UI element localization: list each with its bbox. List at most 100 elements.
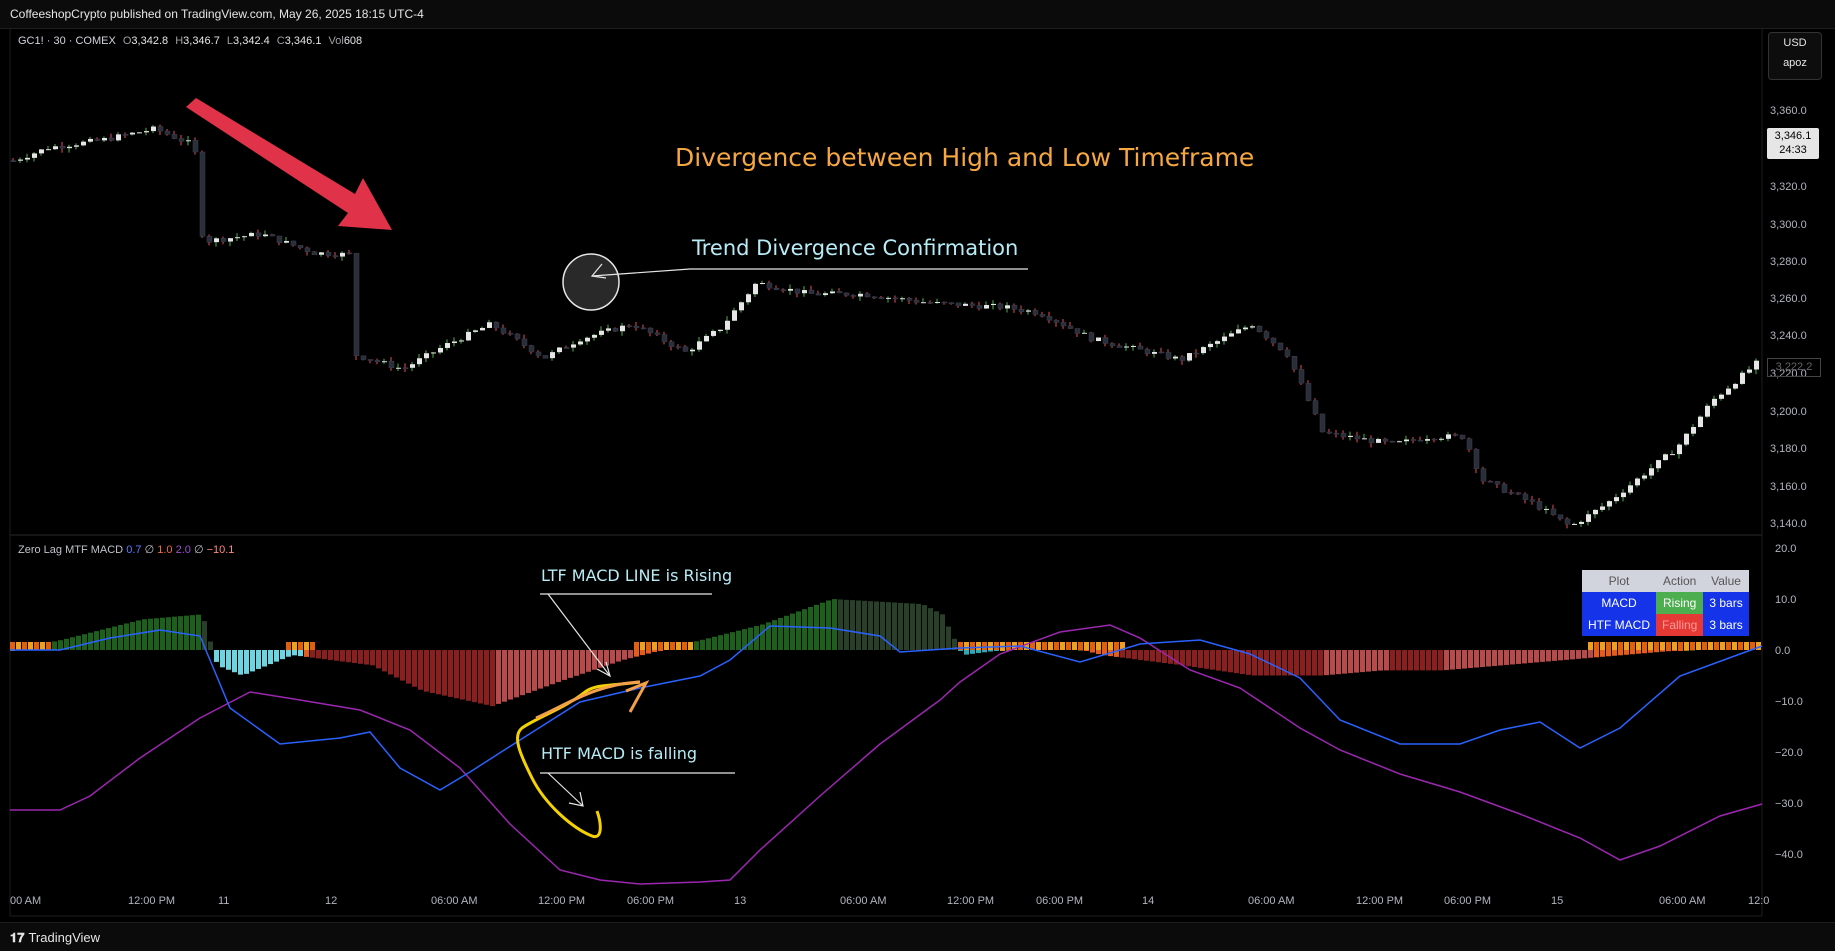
histogram-bar — [1534, 650, 1539, 663]
candle-body — [1529, 499, 1536, 502]
candle-body — [214, 238, 219, 243]
histogram-cap — [670, 642, 675, 650]
histogram-bar — [580, 650, 585, 674]
histogram-bar — [922, 605, 927, 650]
candle-body — [1158, 351, 1165, 354]
histogram-bar — [124, 623, 129, 650]
price-axis-label: 3,360.0 — [1770, 105, 1807, 117]
macd-axis: 20.0 10.0 0.0 −10.0 −20.0 −30.0 −40.0 — [1775, 543, 1803, 861]
histogram-bar — [1096, 650, 1101, 655]
candle-body — [466, 331, 471, 341]
htf-yellow-scribble — [516, 680, 641, 839]
candle-body — [1354, 435, 1361, 440]
candle-body — [1656, 460, 1661, 469]
histogram-cap — [1600, 642, 1605, 650]
histogram-bar — [1102, 650, 1107, 656]
histogram-bar — [1576, 650, 1581, 659]
candle-body — [1614, 497, 1619, 502]
candle-body — [1011, 305, 1018, 310]
histogram-cap — [46, 642, 51, 650]
indicator-legend[interactable]: Zero Lag MTF MACD 0.7 ∅ 1.0 2.0 ∅ −10.1 — [18, 543, 234, 556]
candle-body — [1754, 360, 1759, 370]
time-axis-label: 11 — [218, 895, 229, 907]
histogram-bar — [472, 650, 477, 703]
candle-body — [353, 253, 360, 357]
tradingview-logo[interactable]: 𝟏𝟕 TradingView — [10, 930, 100, 946]
table-header-action: Action — [1656, 570, 1704, 592]
candle-body — [1712, 398, 1717, 406]
histogram-cap — [40, 642, 45, 650]
candle-body — [1747, 369, 1752, 373]
histogram-cap — [1672, 642, 1677, 650]
histogram-cap — [1642, 642, 1647, 650]
table-cell-value: 3 bars — [1703, 614, 1749, 636]
histogram-bar — [952, 638, 957, 650]
candle-body — [1649, 468, 1654, 476]
histogram-cap — [22, 642, 27, 650]
candle-body — [585, 337, 590, 342]
publish-bar: CoffeeshopCrypto published on TradingVie… — [0, 0, 1835, 29]
table-row: MACD Rising 3 bars — [1582, 592, 1749, 614]
candle-body — [675, 346, 682, 348]
candle-body — [81, 141, 86, 146]
candle-body — [697, 341, 702, 350]
candle-body — [1480, 468, 1487, 482]
chart-canvas[interactable]: 3,360.03,340.03,320.03,300.03,280.03,260… — [0, 28, 1835, 922]
histogram-bar — [1498, 650, 1503, 666]
histogram-bar — [1414, 650, 1419, 671]
histogram-bar — [1564, 650, 1569, 660]
last-price-tag: 3,346.1 24:33 — [1767, 128, 1819, 159]
histogram-bar — [394, 650, 399, 678]
histogram-bar — [628, 650, 633, 659]
histogram-bar — [874, 601, 879, 650]
histogram-cap — [664, 642, 669, 650]
candle-body — [1124, 346, 1129, 348]
histogram-bar — [1666, 650, 1671, 652]
candle-body — [808, 289, 815, 294]
histogram-bar — [1570, 650, 1575, 660]
candle-body — [1466, 438, 1473, 450]
histogram-cap — [640, 642, 645, 650]
histogram-bar — [400, 650, 405, 681]
histogram-bar — [1642, 650, 1647, 654]
close-label: C — [276, 35, 285, 47]
macd-axis-label: −40.0 — [1775, 849, 1803, 861]
histogram-bar — [70, 637, 75, 650]
candle-body — [1263, 331, 1270, 339]
histogram-cap — [1624, 642, 1629, 650]
histogram-bar — [238, 650, 243, 675]
candle-body — [1417, 439, 1424, 442]
currency-button[interactable]: USD apoz — [1768, 32, 1822, 80]
candle-body — [1277, 342, 1284, 351]
candle-body — [1446, 434, 1451, 439]
time-axis-label: 12:00 PM — [128, 895, 175, 907]
publish-text: CoffeeshopCrypto published on TradingVie… — [10, 7, 424, 21]
histogram-bar — [1192, 650, 1197, 668]
histogram-bar — [286, 650, 291, 657]
candle-body — [1376, 439, 1381, 443]
histogram-bar — [1318, 650, 1323, 676]
open-label: O — [122, 35, 132, 47]
histogram-bar — [1648, 650, 1653, 653]
candle-body — [1389, 440, 1396, 443]
histogram-bar — [484, 650, 489, 705]
candle-body — [304, 247, 311, 253]
histogram-bar — [616, 650, 621, 662]
histogram-cap — [1030, 642, 1035, 650]
histogram-bar — [430, 650, 435, 693]
candle-body — [1677, 444, 1682, 455]
candle-body — [794, 288, 801, 294]
histogram-bar — [1654, 650, 1659, 653]
ltf-annotation: LTF MACD LINE is Rising — [541, 566, 733, 585]
histogram-bar — [742, 629, 747, 650]
histogram-bar — [346, 650, 351, 663]
candle-body — [130, 132, 135, 135]
trend-annotation: Trend Divergence Confirmation — [692, 236, 1019, 260]
candle-body — [459, 340, 464, 342]
ltf-orange-arrow — [535, 680, 641, 720]
histogram-cap — [1648, 642, 1653, 650]
candle-body — [39, 149, 44, 154]
histogram-cap — [988, 642, 993, 650]
histogram-bar — [1228, 650, 1233, 673]
histogram-cap — [1120, 642, 1125, 650]
